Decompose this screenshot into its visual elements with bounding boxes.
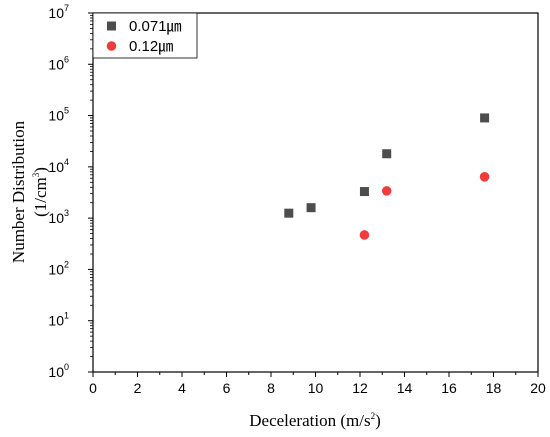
data-point-series-1 — [359, 187, 369, 197]
x-tick-label: 0 — [89, 380, 97, 396]
data-point-series-2 — [479, 171, 490, 182]
x-tick-label: 6 — [223, 380, 231, 396]
y-axis-ticks: 100 101 102 103 104 105 106 107 — [48, 3, 93, 380]
x-tick-label: 4 — [178, 380, 186, 396]
data-point-series-2 — [381, 186, 392, 196]
y-axis-title: Number Distribution — [9, 120, 28, 263]
plot-area — [92, 12, 539, 373]
x-tick-label: 12 — [352, 380, 368, 396]
data-point-series-2 — [359, 230, 370, 240]
y-tick-label: 102 — [48, 259, 69, 277]
x-axis-title: Deceleration (m/s2) — [249, 411, 380, 430]
plot-frame — [92, 12, 539, 373]
legend-label: 0.12㎛ — [129, 38, 173, 55]
x-tick-label: 10 — [308, 380, 324, 396]
x-tick-label: 20 — [530, 380, 546, 396]
data-point-series-1 — [284, 208, 294, 218]
y-tick-label: 100 — [48, 362, 69, 380]
x-axis-ticks: 0 2 4 6 8 10 12 14 16 18 20 — [89, 372, 546, 396]
legend: 0.071㎛ 0.12㎛ — [92, 12, 198, 59]
y-tick-label: 104 — [48, 157, 69, 175]
data-point-series-1 — [382, 149, 392, 159]
y-tick-label: 101 — [48, 311, 69, 329]
y-tick-label: 106 — [48, 54, 69, 72]
data-point-series-1 — [306, 203, 316, 213]
x-tick-label: 18 — [486, 380, 502, 396]
x-tick-label: 16 — [441, 380, 457, 396]
legend-marker-square — [107, 21, 116, 31]
y-tick-label: 103 — [48, 208, 69, 226]
x-tick-label: 2 — [134, 380, 142, 396]
y-axis-title-unit: (1/cm3) — [31, 167, 50, 217]
x-tick-label: 14 — [397, 380, 413, 396]
data-points — [284, 113, 490, 240]
legend-label: 0.071㎛ — [129, 18, 182, 35]
x-tick-label: 8 — [267, 380, 275, 396]
y-tick-label: 107 — [48, 3, 69, 21]
data-point-series-1 — [480, 113, 490, 123]
y-tick-label: 105 — [48, 106, 69, 124]
legend-marker-circle — [106, 41, 117, 51]
